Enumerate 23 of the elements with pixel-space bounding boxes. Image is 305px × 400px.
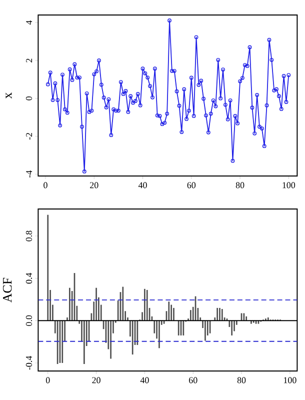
x-tick-label: 40 bbox=[140, 377, 149, 384]
y-tick-label: 0 bbox=[26, 96, 32, 100]
y-tick-label: 0.4 bbox=[26, 272, 32, 284]
y-tick-label: 4 bbox=[26, 20, 32, 25]
x-tick-label: 20 bbox=[90, 182, 98, 188]
x-tick-label: 40 bbox=[138, 182, 147, 188]
y-tick-label: -2 bbox=[26, 132, 32, 140]
x-tick-label: 60 bbox=[188, 377, 198, 384]
y-tick-label: 2 bbox=[26, 58, 32, 62]
y-tick-label: 0.0 bbox=[26, 315, 32, 326]
x-tick-label: 80 bbox=[237, 377, 246, 384]
x-tick-label: 0 bbox=[43, 182, 48, 188]
x-tick-label: 60 bbox=[187, 182, 196, 188]
y-tick-label: 0.8 bbox=[26, 230, 32, 242]
x-tick-label: 80 bbox=[236, 182, 244, 188]
y-tick-label: -0.4 bbox=[26, 356, 32, 370]
x-tick-label: 0 bbox=[46, 377, 50, 384]
y-axis-title: x bbox=[6, 92, 12, 99]
x-tick-label: 20 bbox=[92, 377, 100, 384]
x-tick-label: 100 bbox=[284, 377, 296, 384]
y-tick-label: -4 bbox=[26, 170, 32, 178]
x-tick-label: 100 bbox=[282, 182, 295, 188]
y-axis-title: ACF bbox=[2, 278, 12, 302]
